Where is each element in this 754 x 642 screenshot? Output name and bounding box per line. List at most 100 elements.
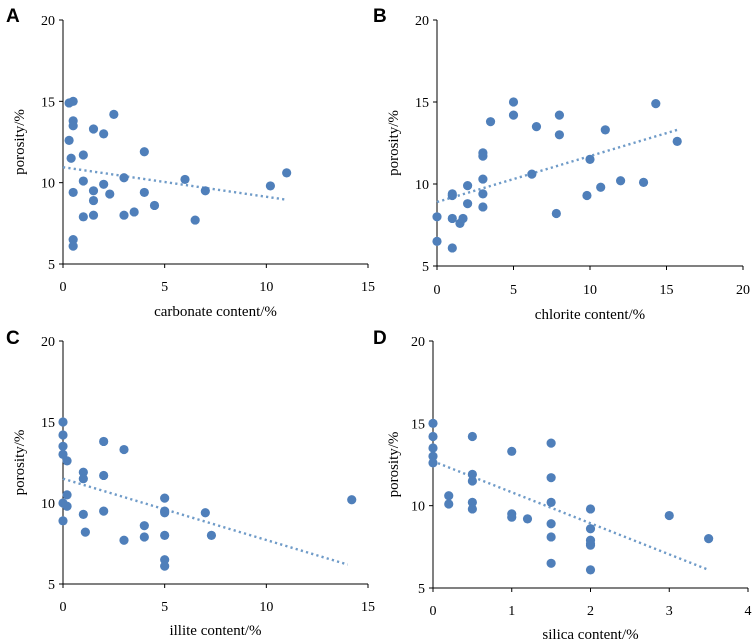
data-point-d <box>546 438 556 448</box>
y-tick-label-d: 5 <box>418 582 425 597</box>
panel-label-b: B <box>373 6 387 27</box>
data-point-a <box>119 173 129 183</box>
data-point-d <box>522 514 533 524</box>
data-point-b <box>508 97 519 107</box>
data-point-b <box>616 176 626 186</box>
data-point-a <box>200 186 210 196</box>
data-point-c <box>99 506 109 516</box>
x-tick-label-b: 5 <box>510 283 517 298</box>
data-point-c <box>78 474 88 484</box>
x-tick-label-c: 0 <box>60 600 67 615</box>
data-point-b <box>585 154 595 164</box>
data-point-d <box>467 431 477 442</box>
data-point-c <box>119 444 129 455</box>
data-point-c <box>62 501 72 511</box>
data-point-d <box>428 458 438 468</box>
y-tick-label-a: 5 <box>48 258 55 273</box>
data-point-a <box>99 179 109 189</box>
data-point-d <box>546 497 556 507</box>
data-point-a <box>88 195 99 206</box>
data-point-a <box>88 124 99 134</box>
data-point-a <box>109 109 119 119</box>
data-point-b <box>651 99 661 109</box>
y-tick-label-a: 10 <box>41 177 55 192</box>
y-tick-label-a: 20 <box>41 14 55 29</box>
data-point-b <box>531 122 542 132</box>
data-point-a <box>88 210 99 220</box>
data-point-d <box>428 418 438 428</box>
x-tick-label-b: 10 <box>583 283 597 298</box>
panel-label-a: A <box>6 6 20 27</box>
data-point-b <box>672 136 682 146</box>
data-point-b <box>551 208 561 219</box>
data-point-d <box>428 431 438 442</box>
trend-line-c <box>62 477 349 566</box>
data-point-b <box>478 189 488 199</box>
y-tick-label-c: 5 <box>48 578 55 593</box>
data-point-c <box>160 555 170 565</box>
data-point-b <box>447 213 457 224</box>
data-point-a <box>129 207 139 217</box>
x-tick-label-d: 1 <box>508 604 515 619</box>
data-point-d <box>585 504 596 514</box>
data-point-b <box>582 190 592 201</box>
y-tick-label-b: 10 <box>415 178 429 193</box>
data-point-c <box>78 509 88 519</box>
data-point-d <box>507 512 517 522</box>
x-tick-label-c: 10 <box>259 600 273 615</box>
data-point-d <box>664 510 674 521</box>
y-tick-label-a: 15 <box>41 95 55 110</box>
data-point-a <box>265 181 275 191</box>
data-point-b <box>463 199 473 209</box>
y-axis-title-a: porosity/% <box>12 109 28 175</box>
data-point-b <box>478 151 488 161</box>
x-tick-label-b: 15 <box>660 283 674 298</box>
data-point-b <box>638 177 649 187</box>
data-point-b <box>600 125 610 135</box>
data-point-c <box>347 495 357 505</box>
x-tick-label-d: 2 <box>587 604 594 619</box>
data-point-d <box>585 524 596 534</box>
data-point-d <box>428 443 438 453</box>
x-tick-label-d: 4 <box>745 604 752 619</box>
data-point-d <box>585 565 596 575</box>
y-tick-label-d: 10 <box>411 500 425 515</box>
data-point-d <box>546 473 556 483</box>
data-point-c <box>78 467 88 477</box>
data-point-d <box>507 446 517 456</box>
data-point-a <box>190 215 200 225</box>
data-point-c <box>99 470 109 481</box>
x-tick-label-c: 15 <box>361 600 375 615</box>
data-point-d <box>467 469 477 479</box>
data-point-c <box>58 417 68 427</box>
data-point-b <box>432 236 442 246</box>
data-point-a <box>68 121 78 131</box>
data-point-c <box>160 508 170 518</box>
y-tick-label-d: 20 <box>411 335 425 350</box>
x-tick-label-a: 0 <box>60 280 67 295</box>
data-point-a <box>68 187 78 198</box>
data-point-a <box>78 150 88 160</box>
trend-line-b <box>436 128 678 204</box>
data-point-a <box>139 147 149 157</box>
data-point-b <box>508 110 519 120</box>
data-point-b <box>447 189 457 199</box>
data-point-d <box>546 558 556 568</box>
y-tick-label-c: 15 <box>41 416 55 431</box>
data-point-d <box>467 497 477 507</box>
data-point-d <box>444 499 454 509</box>
data-point-b <box>478 174 488 184</box>
data-point-d <box>467 504 477 514</box>
data-point-d <box>546 519 556 529</box>
data-point-d <box>704 534 714 544</box>
x-tick-label-b: 20 <box>736 283 750 298</box>
data-point-a <box>105 189 115 199</box>
data-point-a <box>68 235 78 245</box>
y-tick-label-d: 15 <box>411 417 425 432</box>
data-point-b <box>432 212 442 222</box>
data-point-d <box>467 476 477 486</box>
data-point-b <box>463 181 473 191</box>
y-tick-label-b: 5 <box>422 260 429 275</box>
data-point-a <box>99 129 109 139</box>
